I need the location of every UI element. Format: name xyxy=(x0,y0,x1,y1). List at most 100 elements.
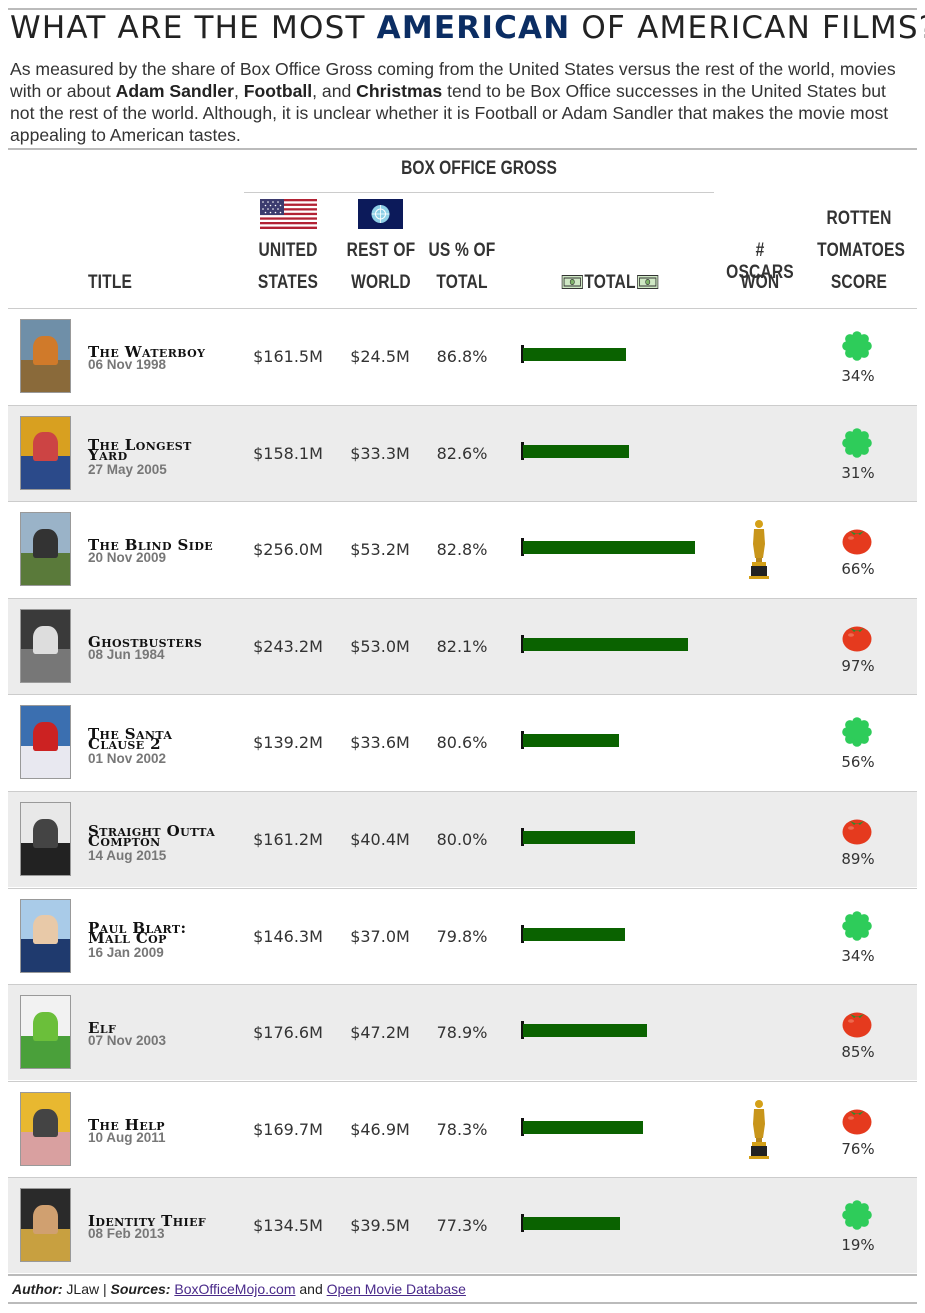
footer: Author: JLaw | Sources: BoxOfficeMojo.co… xyxy=(12,1281,466,1297)
movie-poster-image xyxy=(20,608,71,683)
total-gross-bar xyxy=(523,831,636,844)
us-gross: $243.2M xyxy=(253,636,323,656)
us-share: 78.3% xyxy=(436,1119,488,1139)
total-gross-bar xyxy=(523,541,695,555)
release-date: 27 May 2005 xyxy=(88,461,167,477)
col-pct-line1: US % OF xyxy=(428,240,496,261)
movie-poster-image xyxy=(20,1188,71,1263)
table-row: Elf 07 Nov 2003 $176.6M $47.2M 78.9% 85% xyxy=(8,984,917,1081)
film-title-line1: The Longest xyxy=(88,435,192,454)
money-icon xyxy=(561,273,583,289)
table-row: Straight Outta Compton 14 Aug 2015 $161.2M $… xyxy=(8,791,917,887)
bar-baseline xyxy=(521,538,524,557)
us-gross: $169.7M xyxy=(253,1119,323,1139)
col-rt-line3: SCORE xyxy=(830,272,888,293)
release-date: 16 Jan 2009 xyxy=(88,944,164,960)
rotten-tomatoes-score: 34% xyxy=(841,367,875,385)
col-pct-line2: TOTAL xyxy=(436,272,488,293)
table-row: The Longest Yard 27 May 2005 $158.1M $33.3M 8… xyxy=(8,404,917,501)
total-gross-bar xyxy=(523,1024,648,1038)
col-rt-line2: TOMATOES xyxy=(817,240,906,261)
movie-poster-image xyxy=(20,995,71,1070)
release-date: 06 Nov 1998 xyxy=(88,357,167,372)
world-flag-icon xyxy=(358,199,403,229)
tomato-icon xyxy=(842,819,872,845)
splat-icon xyxy=(842,1200,872,1231)
us-gross: $176.6M xyxy=(253,1023,323,1043)
us-gross: $139.2M xyxy=(253,733,323,753)
tomato-icon xyxy=(842,1109,872,1135)
rotten-tomatoes-score: 34% xyxy=(841,946,875,965)
movie-poster-image xyxy=(20,319,71,393)
film-title: Ghostbusters xyxy=(88,634,238,649)
us-gross: $161.2M xyxy=(253,830,323,849)
oscar-statuette-icon xyxy=(749,520,769,580)
tomato-icon xyxy=(842,1012,872,1038)
group-underline xyxy=(244,192,714,193)
splat-icon xyxy=(842,910,872,941)
author-name: JLaw | xyxy=(62,1281,111,1297)
author-label: Author: xyxy=(12,1281,63,1297)
rotten-tomatoes-score: 85% xyxy=(841,1043,875,1062)
movie-poster-image xyxy=(20,415,71,490)
omdb-link[interactable]: Open Movie Database xyxy=(326,1281,466,1297)
release-date: 08 Feb 2013 xyxy=(88,1226,165,1242)
total-gross-bar xyxy=(523,444,630,458)
boxofficemojo-link[interactable]: BoxOfficeMojo.com xyxy=(174,1281,296,1297)
film-title-line1: The Waterboy xyxy=(88,343,206,361)
rotten-tomatoes-score: 31% xyxy=(841,463,875,482)
us-gross: $256.0M xyxy=(253,540,323,560)
col-us-line2: STATES xyxy=(257,272,319,293)
col-oscars-line2: WON xyxy=(740,272,780,293)
film-title: The Blind Side xyxy=(88,538,238,553)
release-date: 01 Nov 2002 xyxy=(88,751,167,767)
us-share: 82.8% xyxy=(436,540,488,560)
film-title-line1: Elf xyxy=(88,1019,117,1038)
splat-icon xyxy=(842,331,872,361)
movie-poster-image xyxy=(20,512,71,587)
world-gross: $39.5M xyxy=(350,1216,410,1236)
splat-icon xyxy=(842,717,872,748)
movie-poster-image xyxy=(20,802,71,876)
world-gross: $47.2M xyxy=(350,1023,410,1043)
release-date: 20 Nov 2009 xyxy=(88,550,167,566)
title-highlight: AMERICAN xyxy=(376,10,571,46)
col-rw-line2: WORLD xyxy=(351,272,411,293)
us-share: 80.6% xyxy=(436,733,488,753)
table-row: The Blind Side 20 Nov 2009 $256.0M $53.2M 82… xyxy=(8,501,917,597)
world-gross: $46.9M xyxy=(350,1119,410,1139)
col-us-line1: UNITED xyxy=(258,240,318,261)
bar-baseline xyxy=(521,924,524,943)
film-title: The Santa Clause 2 xyxy=(88,725,238,754)
film-title-line2: Clause 2 xyxy=(88,735,161,754)
us-gross: $146.3M xyxy=(253,926,323,946)
film-title: The Longest Yard xyxy=(88,435,238,462)
film-title-line2: Mall Cop xyxy=(88,928,167,947)
bar-baseline xyxy=(521,441,524,460)
col-rt-line1: ROTTEN xyxy=(826,208,892,229)
movie-poster-image xyxy=(20,1091,71,1166)
col-oscars-line1: # OSCARS xyxy=(726,240,794,283)
money-icon xyxy=(637,273,659,289)
us-share: 78.9% xyxy=(436,1023,488,1043)
total-gross-bar xyxy=(523,348,627,361)
rotten-tomatoes-score: 76% xyxy=(841,1139,875,1158)
bar-baseline xyxy=(521,1214,524,1233)
col-rw-line1: REST OF xyxy=(346,240,416,261)
total-gross-bar xyxy=(523,927,625,941)
release-date: 10 Aug 2011 xyxy=(88,1129,166,1145)
rotten-tomatoes-score: 97% xyxy=(841,656,875,675)
us-gross: $161.5M xyxy=(253,347,323,366)
subtitle: As measured by the share of Box Office G… xyxy=(10,59,896,145)
us-share: 77.3% xyxy=(436,1216,488,1236)
world-gross: $24.5M xyxy=(350,347,410,366)
total-gross-bar xyxy=(523,1217,620,1231)
top-rule xyxy=(8,8,917,10)
film-title-line1: Identity Thief xyxy=(88,1212,207,1231)
table-row: The Waterboy 06 Nov 1998 $161.5M $24.5M 86.8… xyxy=(8,308,917,404)
rotten-tomatoes-score: 56% xyxy=(841,753,875,772)
rotten-tomatoes-score: 66% xyxy=(841,560,875,579)
release-date: 14 Aug 2015 xyxy=(88,848,167,863)
film-title-line1: The Santa xyxy=(88,725,173,744)
total-gross-bar xyxy=(523,1120,644,1134)
